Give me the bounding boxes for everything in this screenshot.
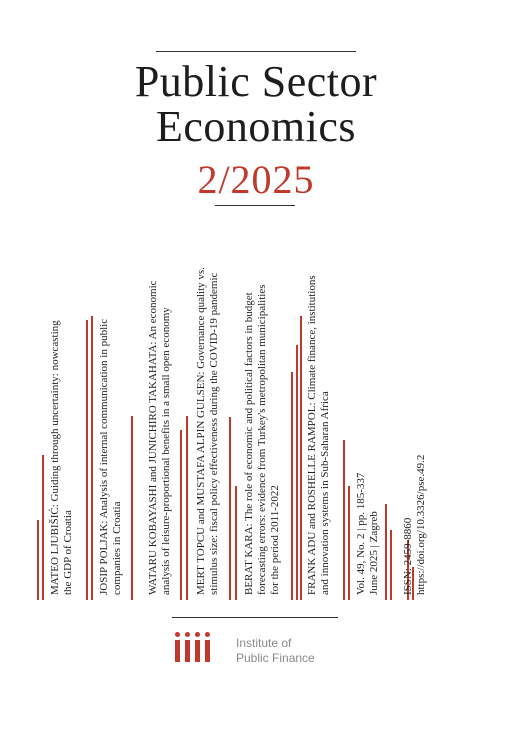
decorative-bar [291,372,293,600]
issn-line: ISSN: 2459-8860 [402,517,414,595]
decorative-bar [229,417,231,600]
decorative-bar [300,316,302,600]
issue-number: 2/2025 [197,157,315,202]
journal-title-line2: Economics [155,102,356,151]
publisher-name: Institute of Public Finance [236,636,315,666]
issue-info-line2: June 2025 | Zagreb [368,511,380,595]
bottom-rule [172,617,338,618]
decorative-bar [86,320,88,600]
top-rule [156,51,356,52]
article-2: JOSIP POLJAK: Analysis of internal commu… [98,319,124,595]
article-4-line1: MERT TOPCU and MUSTAFA ALPIN GULSEN: Gov… [195,267,207,595]
decorative-bar [180,430,182,600]
mid-rule [215,205,295,206]
journal-title-line1: Public Sector [134,57,378,106]
article-2-line2: companies in Croatia [111,501,123,595]
identifiers: ISSN: 2459-8860 https://doi.org/10.3326/… [402,455,428,595]
decorative-bar [131,416,133,600]
decorative-bar [37,520,39,600]
issue-info: Vol. 49, No. 2 | pp. 185-337 June 2025 |… [355,473,381,595]
article-1-line1: MATEO LJUBIŠIĆ: Guiding through uncertai… [49,320,61,595]
decorative-bar [348,486,350,600]
article-4-line2: stimulus size: fiscal policy effectivene… [208,272,220,595]
article-5-line3: for the period 2011-2022 [269,485,281,595]
decorative-bar [343,440,345,600]
decorative-bar [296,345,298,600]
issue-info-line1: Vol. 49, No. 2 | pp. 185-337 [355,472,367,595]
decorative-bar [412,567,414,600]
article-1: MATEO LJUBIŠIĆ: Guiding through uncertai… [49,320,75,595]
article-4: MERT TOPCU and MUSTAFA ALPIN GULSEN: Gov… [195,267,221,595]
doi-line: https://doi.org/10.3326/pse.49.2 [415,454,427,595]
article-3-line2: analysis of leisure-proportional benefit… [160,307,172,595]
decorative-bar [42,455,44,600]
publisher-line2: Public Finance [236,651,315,665]
article-6: FRANK ADU and ROSHELLE RAMPOL: Climate f… [306,275,332,595]
article-1-line2: the GDP of Croatia [62,510,74,595]
article-3: WATARU KOBAYASHI and JUNICHIRO TAKAHATA:… [147,280,173,595]
decorative-bar [91,316,93,600]
decorative-bar [407,540,409,600]
article-6-line1: FRANK ADU and ROSHELLE RAMPOL: Climate f… [306,275,318,595]
article-3-line1: WATARU KOBAYASHI and JUNICHIRO TAKAHATA:… [147,280,159,595]
decorative-bar [385,504,387,600]
article-5-line1: BERAT KARA: The role of economic and pol… [243,292,255,595]
decorative-bar [186,416,188,600]
article-2-line1: JOSIP POLJAK: Analysis of internal commu… [98,318,110,595]
decorative-bar [235,486,237,600]
decorative-bar [390,530,392,600]
publisher-line1: Institute of [236,636,292,650]
article-5: BERAT KARA: The role of economic and pol… [243,284,282,595]
article-6-line2: and innovation systems in Sub-Saharan Af… [319,391,331,595]
publisher-logo [175,632,211,662]
article-5-line2: forecasting errors: evidence from Turkey… [256,284,268,595]
